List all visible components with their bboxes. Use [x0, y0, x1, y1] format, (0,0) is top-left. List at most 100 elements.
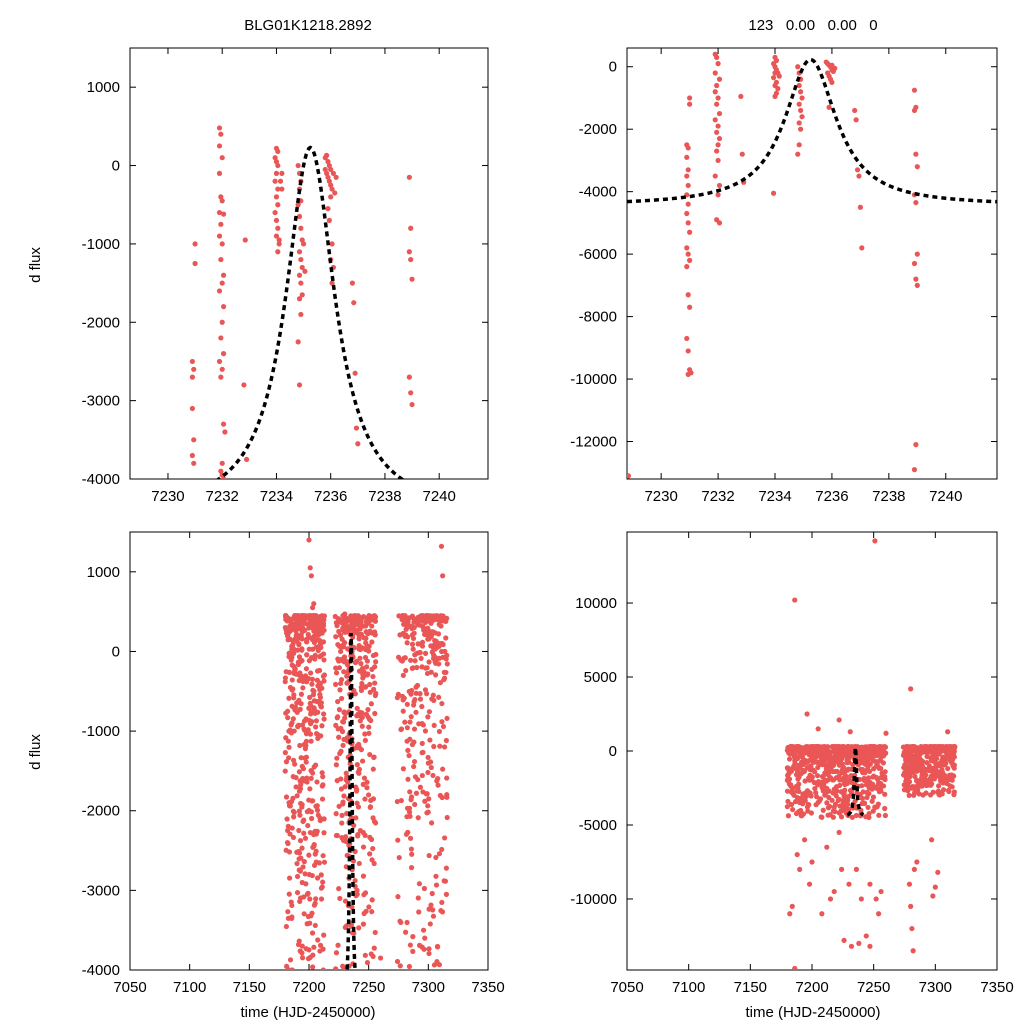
data-point — [687, 229, 693, 235]
x-tick-label: 7200 — [795, 979, 828, 996]
data-point — [341, 629, 348, 635]
data-point — [351, 822, 357, 829]
data-point — [803, 793, 809, 799]
data-point — [798, 126, 804, 132]
data-point — [286, 803, 293, 809]
data-point — [369, 897, 375, 903]
data-point — [770, 190, 777, 196]
data-point — [830, 808, 837, 814]
data-point — [357, 709, 363, 715]
data-point — [304, 779, 310, 785]
data-point — [914, 164, 920, 170]
data-point — [311, 764, 317, 770]
data-point — [325, 206, 331, 212]
data-point — [836, 773, 842, 779]
data-point — [420, 927, 427, 933]
data-point — [284, 963, 290, 969]
data-point — [405, 776, 411, 782]
data-point — [443, 891, 450, 897]
data-point — [357, 655, 363, 661]
data-point — [789, 903, 795, 909]
data-point — [867, 761, 873, 767]
data-point — [189, 374, 195, 380]
data-point — [950, 773, 956, 779]
data-point — [715, 157, 721, 164]
data-point — [922, 743, 928, 750]
data-point — [316, 667, 323, 674]
data-point — [714, 101, 720, 107]
data-point — [420, 789, 426, 795]
data-point — [836, 829, 842, 835]
data-point — [410, 934, 416, 940]
data-point — [397, 918, 403, 924]
data-point — [272, 209, 278, 216]
model-curve — [627, 57, 997, 204]
data-point — [311, 698, 317, 704]
data-point — [419, 664, 425, 670]
data-point — [289, 720, 295, 726]
data-point — [321, 627, 327, 633]
data-point — [427, 921, 433, 927]
data-point — [308, 768, 315, 774]
x-tick-label: 7250 — [352, 979, 385, 996]
data-point — [685, 251, 691, 257]
data-point — [429, 820, 435, 826]
data-point — [282, 768, 288, 774]
data-point — [336, 616, 342, 622]
data-point — [433, 672, 439, 678]
data-point — [911, 260, 918, 267]
data-point — [836, 717, 842, 723]
data-point — [299, 646, 305, 652]
data-point — [406, 374, 412, 380]
data-point — [301, 726, 307, 732]
data-point — [336, 628, 342, 635]
y-tick-label: -4000 — [82, 471, 120, 488]
data-point — [337, 895, 343, 902]
data-point — [301, 742, 307, 748]
data-point — [299, 955, 306, 961]
data-point — [794, 788, 801, 794]
xlabel-right: time (HJD-2450000) — [745, 1004, 880, 1021]
data-point — [874, 804, 880, 810]
data-point — [806, 881, 813, 887]
data-point — [867, 745, 873, 751]
data-point — [715, 192, 721, 198]
data-point — [929, 837, 935, 843]
data-point — [860, 789, 866, 795]
data-point — [314, 803, 320, 809]
data-point — [932, 884, 938, 890]
data-point — [334, 623, 340, 629]
data-point — [425, 714, 431, 720]
data-point — [273, 217, 280, 223]
data-point — [685, 201, 691, 207]
data-point — [883, 730, 889, 736]
data-point — [443, 737, 449, 744]
data-point — [313, 831, 319, 837]
data-point — [435, 643, 441, 649]
data-point — [291, 809, 297, 816]
data-point — [344, 810, 350, 817]
data-point — [804, 759, 810, 765]
data-point — [286, 875, 293, 881]
data-point — [333, 634, 339, 640]
data-point — [367, 681, 373, 688]
data-point — [810, 759, 817, 765]
data-point — [219, 241, 225, 247]
data-point — [409, 625, 415, 632]
data-point — [831, 888, 837, 895]
data-point — [859, 245, 865, 251]
data-point — [315, 937, 321, 943]
data-point — [296, 249, 303, 255]
data-point — [293, 774, 299, 781]
data-point — [426, 659, 432, 665]
x-tick-label: 7150 — [233, 979, 266, 996]
data-point — [437, 743, 443, 749]
data-point — [439, 700, 445, 707]
data-point — [839, 866, 845, 872]
data-point — [430, 692, 436, 698]
data-point — [951, 750, 957, 756]
data-point — [415, 815, 421, 821]
data-point — [216, 125, 223, 131]
data-point — [321, 716, 327, 722]
data-point — [365, 707, 371, 713]
